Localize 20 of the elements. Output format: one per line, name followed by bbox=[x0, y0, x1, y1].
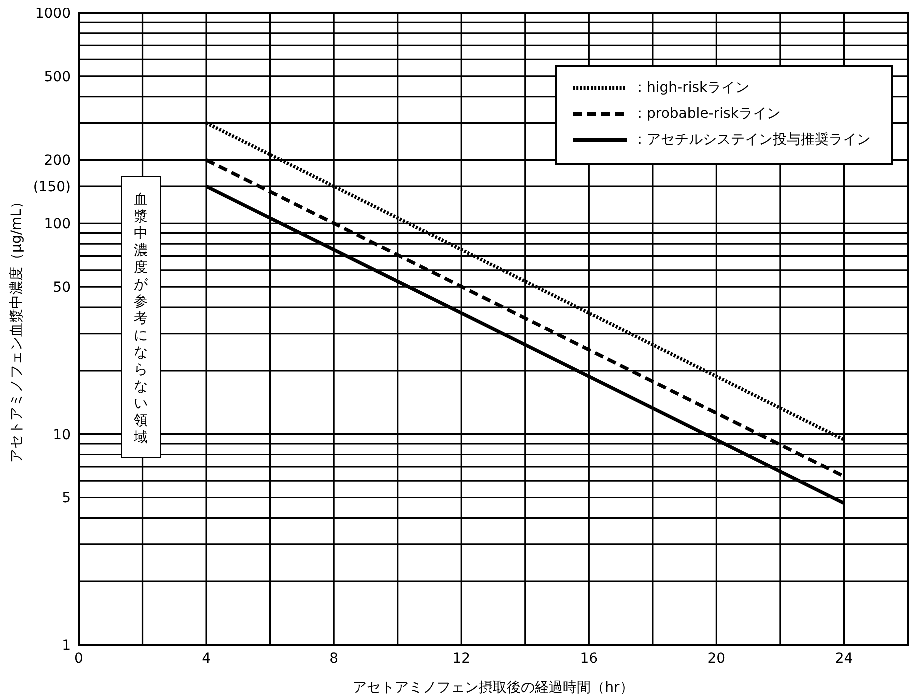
y-tick-label: 1 bbox=[62, 638, 71, 654]
y-tick-label: 50 bbox=[53, 280, 71, 296]
y-tick-label: (150) bbox=[33, 180, 71, 196]
x-tick-label: 0 bbox=[74, 650, 84, 667]
x-tick-label: 24 bbox=[835, 650, 854, 667]
y-axis-title: アセトアミノフェン血漿中濃度（μg/mL） bbox=[8, 195, 25, 463]
x-tick-label: 12 bbox=[452, 650, 471, 667]
y-tick-label: 5 bbox=[62, 490, 71, 507]
legend-label: ：high-riskライン bbox=[633, 79, 750, 97]
x-tick-label: 8 bbox=[330, 650, 339, 667]
x-tick-label: 20 bbox=[708, 650, 726, 667]
y-tick-label: 500 bbox=[44, 69, 71, 86]
y-tick-label: 100 bbox=[44, 216, 71, 233]
legend-label: ：probable-riskライン bbox=[633, 105, 781, 123]
y-tick-label: 10 bbox=[53, 427, 71, 444]
x-tick-label: 4 bbox=[202, 650, 212, 667]
y-tick-label: 200 bbox=[44, 153, 71, 170]
x-tick-label: 16 bbox=[580, 650, 598, 667]
text: 血漿中濃度が参考にならない領域 bbox=[134, 192, 148, 446]
legend-label: ：アセチルシステイン投与推奨ライン bbox=[633, 131, 871, 149]
